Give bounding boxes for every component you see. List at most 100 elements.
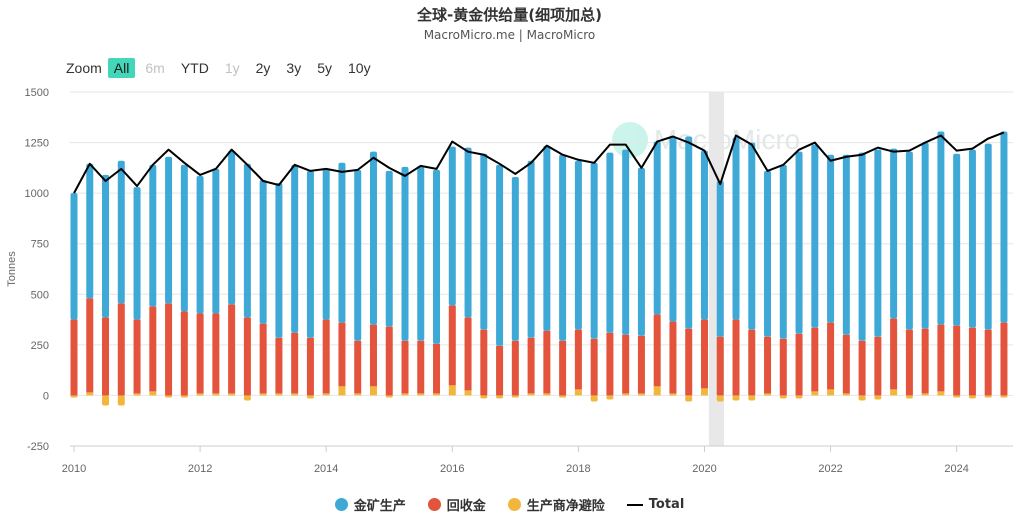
x-tick-label: 2012 <box>188 463 212 475</box>
y-tick-label: 1500 <box>25 87 49 99</box>
bar-recycled <box>890 318 898 390</box>
legend-item-recycled[interactable]: 回收金 <box>427 495 486 514</box>
bar-recycled <box>306 337 314 396</box>
bar-mine <box>764 170 772 337</box>
bar-hedging <box>937 391 945 396</box>
zoom-button-2y[interactable]: 2y <box>255 60 271 76</box>
bar-hedging <box>180 395 188 398</box>
bar-hedging <box>795 395 803 399</box>
bar-hedging <box>448 385 456 396</box>
zoom-button-6m[interactable]: 6m <box>145 60 165 76</box>
zoom-button-1y[interactable]: 1y <box>224 60 240 76</box>
bar-hedging <box>653 386 661 396</box>
bar-recycled <box>716 336 724 396</box>
bar-recycled <box>748 329 756 396</box>
bar-hedging <box>716 395 724 402</box>
bar-recycled <box>905 329 913 396</box>
bar-mine <box>86 163 94 299</box>
bar-mine <box>417 165 425 341</box>
bar-recycled <box>527 337 535 394</box>
legend-item-total[interactable]: Total <box>626 495 685 514</box>
x-tick-label: 2020 <box>692 463 716 475</box>
zoom-button-5y[interactable]: 5y <box>317 60 332 76</box>
bar-hedging <box>732 395 740 401</box>
bar-recycled <box>385 326 393 396</box>
y-tick-label: -250 <box>27 441 49 453</box>
x-tick-label: 2014 <box>314 463 338 475</box>
bar-recycled <box>212 313 220 394</box>
bar-mine <box>338 162 346 323</box>
bar-mine <box>385 170 393 327</box>
zoom-label: Zoom <box>66 60 102 76</box>
bar-hedging <box>606 395 614 400</box>
bar-mine <box>811 144 819 328</box>
bar-recycled <box>417 340 425 394</box>
legend-label-total: Total <box>648 497 685 512</box>
bar-hedging <box>559 395 567 398</box>
bar-mine <box>243 163 251 318</box>
bar-hedging <box>700 388 708 396</box>
bar-recycled <box>606 332 614 396</box>
bar-mine <box>259 179 267 324</box>
legend-label-mine: 金矿生产 <box>353 499 406 514</box>
bar-mine <box>968 149 976 328</box>
bar-mine <box>858 152 866 341</box>
zoom-button-all[interactable]: All <box>107 58 136 78</box>
bar-recycled <box>369 324 377 387</box>
bar-recycled <box>968 327 976 396</box>
bar-hedging <box>527 393 535 396</box>
bar-mine <box>291 164 299 333</box>
bar-hedging <box>165 395 173 398</box>
bar-mine <box>637 167 645 336</box>
bar-mine <box>228 150 236 305</box>
bar-mine <box>480 153 488 330</box>
bar-recycled <box>86 298 94 393</box>
bar-recycled <box>165 303 173 396</box>
bar-hedging <box>984 395 992 398</box>
bar-mine <box>543 145 551 331</box>
bar-hedging <box>291 393 299 396</box>
x-tick-label: 2022 <box>818 463 842 475</box>
bar-recycled <box>953 325 961 396</box>
bar-recycled <box>401 340 409 394</box>
bar-mine <box>716 181 724 337</box>
bar-hedging <box>306 395 314 399</box>
bar-recycled <box>338 322 346 387</box>
bar-hedging <box>574 389 582 396</box>
legend-item-hedging[interactable]: 生产商净避险 <box>507 495 605 514</box>
bar-mine <box>748 142 756 330</box>
legend-marker-hedging <box>507 498 521 511</box>
bar-recycled <box>322 319 330 394</box>
legend-item-mine[interactable]: 金矿生产 <box>334 495 406 514</box>
bar-recycled <box>874 336 882 396</box>
bar-recycled <box>811 327 819 392</box>
bar-mine <box>354 169 362 341</box>
bar-hedging <box>543 393 551 396</box>
zoom-button-10y[interactable]: 10y <box>348 60 371 76</box>
zoom-button-3y[interactable]: 3y <box>286 60 302 76</box>
bar-hedging <box>117 395 125 406</box>
bar-recycled <box>685 328 693 396</box>
bar-mine <box>795 151 803 334</box>
chart-subtitle: MacroMicro.me | MacroMicro <box>423 28 596 42</box>
bar-hedging <box>779 395 787 399</box>
y-tick-label: 500 <box>31 289 49 301</box>
bar-mine <box>464 147 472 318</box>
bar-recycled <box>464 317 472 391</box>
zoom-button-ytd[interactable]: YTD <box>180 60 209 76</box>
bar-recycled <box>764 336 772 394</box>
bar-hedging <box>1000 395 1008 398</box>
bar-recycled <box>669 321 677 394</box>
y-tick-label: 250 <box>31 340 49 352</box>
bar-recycled <box>433 343 441 394</box>
bar-mine <box>653 141 661 315</box>
bar-recycled <box>543 330 551 394</box>
bar-hedging <box>905 395 913 399</box>
bar-mine <box>559 154 567 341</box>
bar-hedging <box>890 389 898 396</box>
bar-recycled <box>259 323 267 394</box>
bar-mine <box>685 136 693 329</box>
bar-recycled <box>511 340 519 396</box>
bar-recycled <box>291 332 299 394</box>
